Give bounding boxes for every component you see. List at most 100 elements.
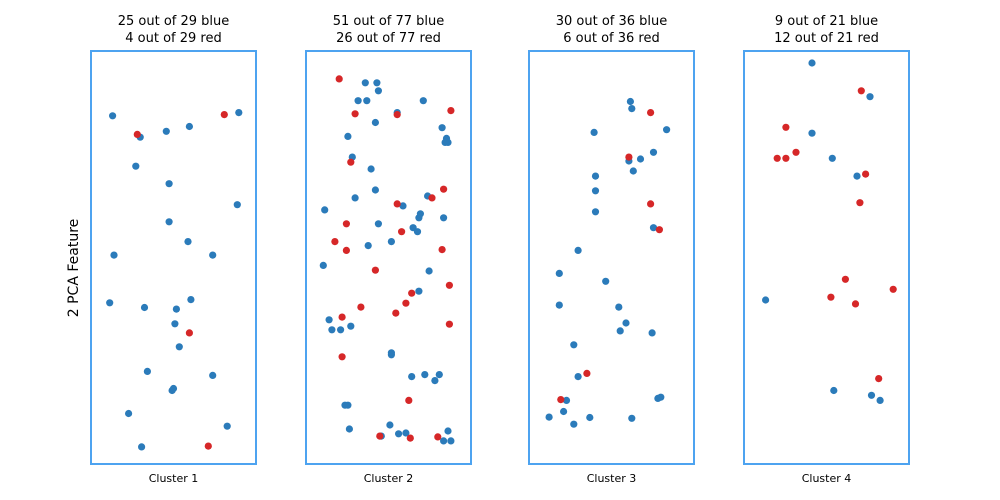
blue-point	[435, 371, 443, 379]
blue-point	[325, 316, 333, 324]
blue-point	[209, 371, 217, 379]
blue-point	[616, 327, 624, 335]
blue-point	[808, 59, 816, 67]
red-point	[331, 238, 339, 246]
red-point	[445, 320, 453, 328]
blue-point	[425, 267, 433, 275]
blue-point	[319, 261, 327, 269]
blue-point	[364, 242, 372, 250]
panel-title-red: 4 out of 29 red	[125, 31, 221, 46]
blue-point	[399, 202, 407, 210]
blue-point	[867, 391, 876, 399]
blue-point	[555, 301, 563, 309]
red-point	[342, 246, 350, 254]
blue-point	[371, 118, 379, 127]
red-point	[204, 442, 212, 450]
red-point	[133, 130, 141, 138]
red-point	[440, 185, 448, 193]
red-point	[851, 300, 860, 308]
red-point	[398, 228, 406, 236]
blue-point	[337, 326, 345, 334]
red-point	[647, 109, 655, 117]
red-point	[583, 369, 591, 377]
blue-point	[570, 341, 578, 349]
blue-point	[395, 430, 403, 438]
blue-point	[351, 194, 359, 202]
blue-point	[626, 97, 635, 106]
blue-point	[876, 396, 884, 404]
panel-title-red: 12 out of 21 red	[774, 31, 879, 46]
red-point	[393, 111, 401, 119]
blue-point	[440, 437, 448, 445]
blue-point	[416, 210, 424, 218]
blue-point	[657, 393, 665, 401]
red-point	[438, 246, 446, 254]
blue-point	[419, 97, 427, 105]
blue-point	[374, 220, 382, 228]
blue-point	[171, 320, 179, 328]
blue-point	[209, 251, 217, 259]
blue-point	[125, 409, 133, 418]
blue-point	[441, 138, 449, 146]
red-point	[402, 299, 410, 307]
red-point	[338, 353, 346, 361]
blue-point	[354, 97, 362, 105]
blue-point	[162, 127, 170, 135]
panel-title-red: 6 out of 36 red	[563, 31, 659, 46]
blue-point	[347, 322, 355, 330]
blue-point	[187, 296, 195, 304]
blue-point	[361, 79, 369, 87]
x-axis-label: Cluster 4	[802, 472, 852, 485]
panel-title-blue: 25 out of 29 blue	[118, 14, 230, 29]
blue-point	[363, 97, 371, 105]
cluster-panel-2: 51 out of 77 blue 26 out of 77 red Cluster…	[305, 14, 472, 485]
red-point	[773, 154, 781, 162]
red-point	[408, 289, 416, 297]
cluster-panel-4: 9 out of 21 blue 12 out of 21 red Cluster …	[743, 14, 910, 485]
blue-point	[628, 414, 636, 422]
blue-point	[235, 109, 243, 117]
red-point	[557, 396, 565, 404]
red-point	[827, 293, 835, 301]
red-point	[347, 158, 355, 166]
red-point	[392, 309, 400, 317]
red-point	[625, 153, 633, 161]
red-point	[405, 396, 413, 404]
red-point	[889, 285, 897, 293]
blue-point	[431, 377, 439, 385]
panel-title-red: 26 out of 77 red	[336, 31, 441, 46]
panel-frame	[528, 50, 695, 465]
blue-point	[648, 329, 656, 337]
blue-point	[165, 218, 173, 226]
red-point	[862, 170, 870, 178]
red-point	[185, 329, 193, 337]
red-point	[856, 199, 864, 207]
red-point	[447, 107, 455, 115]
red-point	[351, 110, 359, 118]
blue-point	[374, 87, 382, 95]
cluster-panel-3: 30 out of 36 blue 6 out of 36 red Cluster …	[528, 14, 695, 485]
blue-point	[808, 129, 816, 137]
blue-point	[590, 128, 598, 136]
blue-point	[663, 126, 671, 134]
blue-point	[143, 367, 151, 375]
blue-point	[853, 172, 861, 180]
blue-point	[438, 124, 446, 132]
blue-point	[591, 208, 600, 216]
red-point	[841, 275, 850, 283]
red-point	[792, 148, 800, 156]
panel-title-blue: 30 out of 36 blue	[556, 14, 668, 29]
red-point	[406, 434, 414, 442]
blue-point	[562, 396, 571, 404]
red-point	[782, 154, 790, 162]
blue-point	[586, 413, 594, 422]
blue-point	[386, 421, 394, 429]
panels: 25 out of 29 blue 4 out of 29 red Cluster …	[90, 14, 910, 485]
blue-point	[373, 79, 381, 87]
blue-point	[615, 303, 623, 311]
blue-point	[106, 299, 114, 307]
y-axis-label: 2 PCA Feature	[66, 219, 82, 318]
blue-point	[866, 93, 874, 101]
blue-point	[165, 180, 173, 188]
